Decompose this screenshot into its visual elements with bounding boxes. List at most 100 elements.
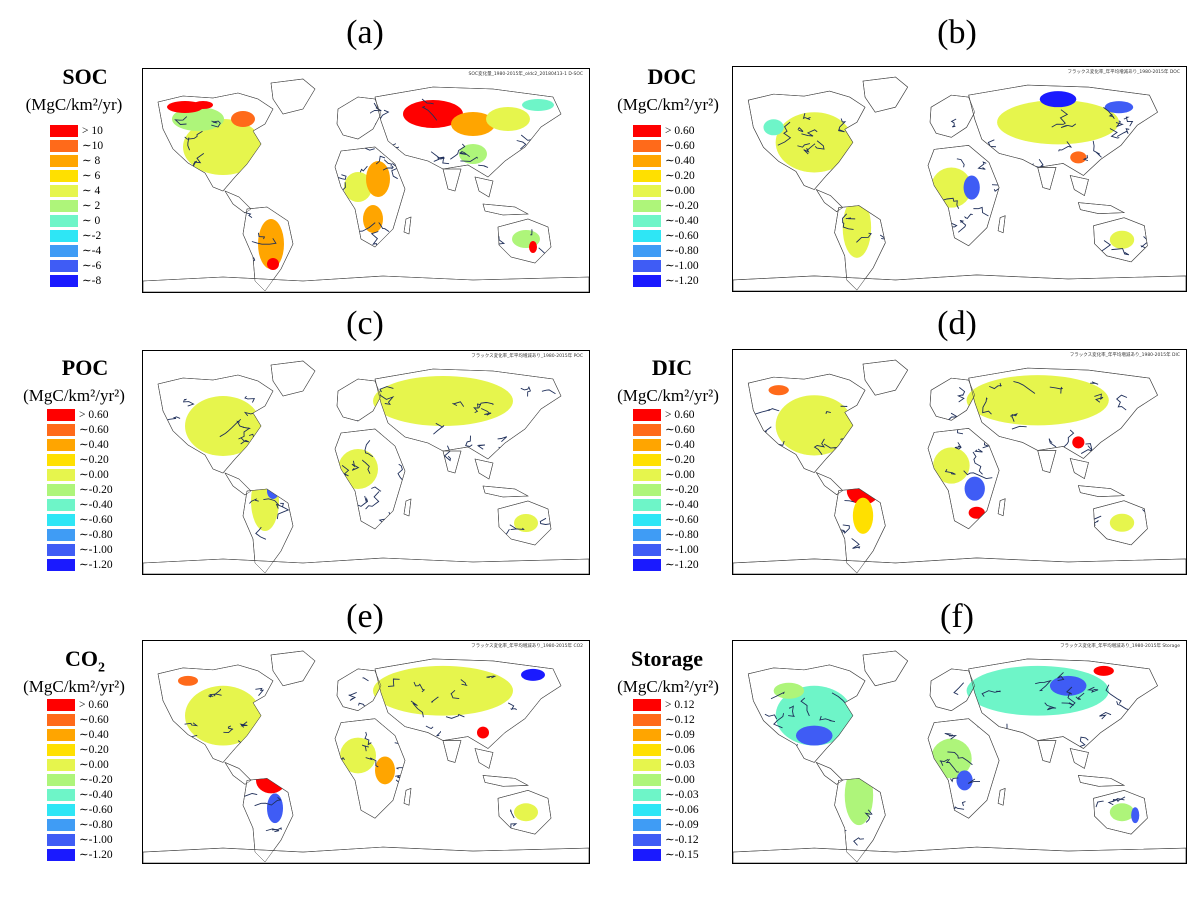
central-america-coast	[224, 472, 252, 496]
europe-coast	[929, 377, 976, 421]
legend-label: > 10	[82, 125, 103, 137]
river-line	[370, 102, 382, 114]
legend-label: ∼ 0	[82, 215, 101, 227]
river-line	[770, 691, 785, 700]
legend-label: ∼0.00	[79, 469, 109, 481]
river-line	[530, 229, 533, 236]
legend-label: ∼ 8	[82, 155, 101, 167]
asia-coast	[374, 658, 562, 749]
river-line	[361, 459, 371, 474]
antarctica-coast	[143, 275, 589, 292]
legend-swatch	[47, 819, 75, 831]
flux-region	[373, 376, 513, 426]
legend-label: ∼-1.00	[79, 544, 113, 556]
greenland-coast	[862, 650, 909, 687]
river-line	[257, 232, 266, 240]
legend-swatch	[633, 759, 661, 771]
river-line	[473, 403, 482, 414]
river-line	[1011, 425, 1027, 430]
river-line	[436, 731, 441, 737]
river-line	[478, 402, 494, 409]
madagascar-coast	[403, 787, 412, 806]
river-line	[856, 232, 872, 243]
asia-coast	[968, 367, 1158, 459]
antarctica-outline	[733, 557, 1186, 574]
legend-swatch	[47, 544, 75, 556]
legend-swatch	[633, 155, 661, 167]
antarctica-coast	[733, 557, 1186, 574]
river-line	[1058, 141, 1073, 152]
river-line	[942, 197, 960, 209]
river-line	[187, 165, 196, 182]
se-asia-coast	[1069, 748, 1089, 769]
flux-region	[477, 726, 489, 739]
legend-label: ∼-0.60	[79, 514, 113, 526]
variable-title: POC	[30, 355, 140, 390]
legend-label: ∼-0.09	[665, 819, 699, 831]
central-america-coast	[224, 761, 252, 785]
map-header: SOC変化量_1980-2015年_oldc2_20180413-1 D-SOC	[468, 72, 583, 77]
south-america-coast	[834, 778, 886, 863]
antarctica-coast	[143, 846, 589, 863]
river-line	[357, 495, 369, 507]
river-line	[174, 116, 188, 125]
river-line	[832, 746, 843, 754]
river-line	[802, 112, 811, 120]
river-line	[329, 210, 341, 222]
legend-label: > 0.60	[79, 409, 109, 421]
river-line	[238, 426, 251, 440]
antarctica-coast	[143, 557, 589, 574]
panel-label: (a)	[346, 14, 384, 51]
legend-label: > 0.60	[79, 699, 109, 711]
legend-swatch	[47, 849, 75, 861]
panel-f: (f) Storage (MgC/km²/yr²) > 0.12 ∼0.12 ∼0.…	[602, 598, 1192, 888]
flux-region	[795, 725, 833, 746]
river-line	[535, 433, 546, 439]
legend-swatch	[633, 559, 661, 571]
legend-swatch	[50, 245, 78, 257]
river-line	[335, 174, 347, 180]
panel-b: (b) DOC (MgC/km²/yr²) > 0.60 ∼0.60 ∼0.40 ∼0…	[602, 14, 1192, 304]
river-line	[974, 448, 983, 453]
river-line	[844, 773, 855, 778]
variable-title-subscript: 2	[98, 660, 105, 676]
legend-label: ∼-0.20	[79, 484, 113, 496]
india-coast	[442, 168, 462, 192]
legend-swatch	[47, 699, 75, 711]
river-line	[853, 837, 864, 846]
flux-region	[375, 756, 395, 785]
river-line	[1112, 796, 1126, 803]
se-asia-coast	[1069, 458, 1089, 479]
river-line	[982, 397, 992, 415]
river-line	[1095, 800, 1104, 808]
legend-swatch	[47, 804, 75, 816]
variable-title: Storage	[607, 646, 727, 681]
legend-swatch	[633, 529, 661, 541]
river-line	[237, 740, 250, 751]
flux-region	[1039, 91, 1077, 108]
madagascar-coast	[403, 216, 412, 235]
map-header: フラックス変化率_年平均増減あり_1980-2015年 CO2	[471, 644, 583, 649]
river-line	[450, 143, 466, 160]
legend-swatch	[633, 514, 661, 526]
river-line	[801, 129, 818, 137]
river-line	[977, 161, 987, 170]
river-line	[764, 157, 772, 168]
river-line	[797, 126, 804, 133]
river-line	[251, 238, 277, 245]
variable-title: SOC	[30, 64, 140, 99]
river-line	[967, 778, 981, 784]
legend-swatch	[47, 514, 75, 526]
river-line	[1092, 140, 1102, 158]
river-line	[819, 715, 836, 722]
australia-coast	[497, 218, 552, 264]
legend-swatch	[633, 484, 661, 496]
legend-label: ∼-4	[82, 245, 102, 257]
river-line	[375, 155, 386, 165]
legend-swatch	[633, 819, 661, 831]
indonesia-coast	[1077, 202, 1125, 214]
panel-label: (f)	[940, 598, 974, 635]
indonesia-outline	[1077, 485, 1126, 497]
map-header: フラックス変化率_年平均増減あり_1980-2015年 Storage	[1060, 644, 1180, 649]
greenland-outline	[270, 360, 316, 397]
